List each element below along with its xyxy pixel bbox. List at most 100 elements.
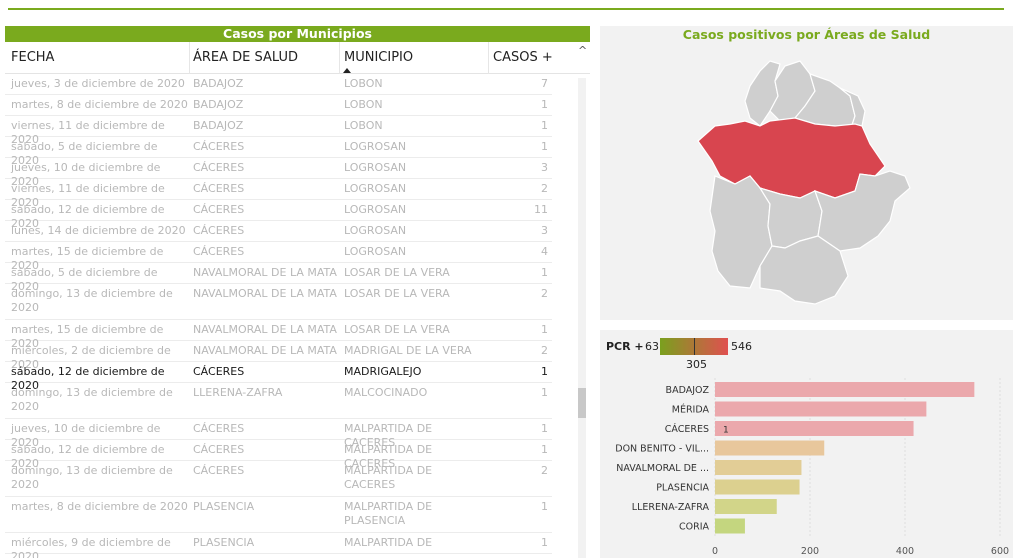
cell-area: BADAJOZ (193, 98, 244, 111)
cell-casos: 1 (541, 422, 548, 435)
table-row[interactable]: sábado, 12 de diciembre de 2020 CÁCERES MA… (5, 362, 552, 392)
x-tick-label: 0 (712, 546, 718, 557)
column-header-fecha[interactable]: FECHA (11, 50, 55, 65)
cell-fecha: martes, 15 de diciembre de 2020 (11, 323, 164, 350)
cell-casos: 3 (541, 224, 548, 237)
table-title: Casos por Municipios (5, 26, 590, 42)
table-row[interactable]: jueves, 10 de diciembre de 2020 CÁCERES LO… (5, 158, 552, 188)
legend-mid: 305 (686, 358, 707, 371)
cell-municipio: LOBON (344, 77, 383, 90)
cell-municipio: LOBON (344, 119, 383, 132)
cell-municipio: LOGROSAN (344, 140, 407, 153)
cell-fecha: miércoles, 2 de diciembre de 2020 (11, 344, 171, 371)
table-row[interactable]: lunes, 14 de diciembre de 2020 CÁCERES LOG… (5, 221, 552, 242)
column-header-casos[interactable]: CASOS + (493, 50, 553, 65)
cell-area: CÁCERES (193, 182, 245, 195)
table-row[interactable]: martes, 15 de diciembre de 2020 CÁCERES LO… (5, 242, 552, 272)
table-row[interactable]: jueves, 3 de diciembre de 2020 BADAJOZ LOB… (5, 74, 552, 95)
cell-casos: 3 (541, 161, 548, 174)
legend-marker (694, 338, 695, 355)
sort-ascending-icon (343, 68, 351, 73)
bar-category-label: MÉRIDA (672, 404, 710, 416)
table-row[interactable]: jueves, 10 de diciembre de 2020 CÁCERES MA… (5, 419, 552, 449)
column-separator[interactable] (488, 42, 489, 74)
cell-municipio: MALPARTIDA DE CACERES (344, 443, 433, 470)
cell-municipio: MALCOCINADO (344, 386, 428, 399)
cell-casos: 1 (541, 323, 548, 336)
cell-municipio: MADRIGAL DE LA VERA (344, 344, 472, 357)
cell-area: CÁCERES (193, 140, 245, 153)
column-header-area[interactable]: ÁREA DE SALUD (193, 50, 299, 65)
table-row[interactable]: domingo, 13 de diciembre de 2020 LLERENA-… (5, 383, 552, 419)
bar[interactable] (715, 518, 745, 534)
cell-fecha: jueves, 3 de diciembre de 2020 (11, 77, 185, 90)
bar[interactable] (715, 499, 777, 514)
cell-area: CÁCERES (193, 161, 245, 174)
table-row[interactable]: domingo, 13 de diciembre de 2020 CÁCERES M… (5, 461, 552, 497)
extremadura-map (697, 60, 911, 305)
map-region-llerena-zafra[interactable] (759, 235, 849, 305)
cell-fecha: sábado, 12 de diciembre de 2020 (11, 365, 165, 392)
table-row[interactable]: viernes, 11 de diciembre de 2020 CÁCERES L… (5, 179, 552, 209)
cell-casos: 1 (541, 386, 548, 399)
table-row[interactable]: sábado, 5 de diciembre de 2020 CÁCERES LOG… (5, 137, 552, 167)
legend-label: PCR + (606, 340, 644, 353)
bar-category-label: BADAJOZ (666, 385, 710, 396)
x-tick-label: 600 (991, 546, 1009, 557)
cell-municipio: MALPARTIDA DE CACERES (344, 422, 433, 449)
map-panel: Casos positivos por Áreas de Salud (600, 26, 1013, 320)
column-separator[interactable] (189, 42, 190, 74)
table-row[interactable]: sábado, 12 de diciembre de 2020 CÁCERES LO… (5, 200, 552, 230)
bar[interactable] (715, 401, 927, 417)
cell-fecha: jueves, 10 de diciembre de 2020 (11, 422, 161, 449)
cell-casos: 1 (541, 98, 548, 111)
cell-casos: 2 (541, 182, 548, 195)
x-tick-label: 200 (801, 546, 819, 557)
column-header-municipio[interactable]: MUNICIPIO (344, 50, 414, 65)
scroll-up-icon[interactable]: ^ (578, 44, 588, 57)
bar[interactable] (715, 421, 914, 436)
cell-casos: 1 (541, 536, 548, 549)
bar[interactable] (715, 479, 800, 495)
cell-casos: 2 (541, 464, 548, 477)
bar[interactable] (715, 440, 825, 456)
cell-municipio: LOGROSAN (344, 182, 407, 195)
table-body: jueves, 3 de diciembre de 2020 BADAJOZ LOB… (5, 74, 590, 558)
table-row[interactable]: domingo, 13 de diciembre de 2020 NAVALMOR… (5, 284, 552, 320)
map-title: Casos positivos por Áreas de Salud (682, 27, 931, 42)
table-row[interactable]: martes, 8 de diciembre de 2020 BADAJOZ LOB… (5, 95, 552, 116)
cell-casos: 1 (541, 266, 548, 279)
table-row[interactable]: viernes, 11 de diciembre de 2020 BADAJOZ L… (5, 116, 552, 146)
cell-municipio: MALPARTIDA DE CACERES (344, 464, 433, 491)
table-row[interactable]: sábado, 5 de diciembre de 2020 NAVALMORAL… (5, 263, 552, 293)
table-row[interactable]: miércoles, 9 de diciembre de 2020 PLASENC… (5, 533, 552, 558)
cell-fecha: lunes, 14 de diciembre de 2020 (11, 224, 186, 237)
cell-fecha: sábado, 12 de diciembre de 2020 (11, 203, 165, 230)
bar-category-label: LLERENA-ZAFRA (632, 502, 710, 513)
table-row[interactable]: martes, 8 de diciembre de 2020 PLASENCIA M… (5, 497, 552, 533)
cell-fecha: domingo, 13 de diciembre de 2020 (11, 287, 173, 314)
cell-area: BADAJOZ (193, 119, 244, 132)
cell-municipio: MALPARTIDA DE PLASENCIA (344, 500, 433, 527)
cell-area: CÁCERES (193, 245, 245, 258)
cell-casos: 1 (541, 500, 548, 513)
cell-municipio: LOBON (344, 98, 383, 111)
column-separator[interactable] (339, 42, 340, 74)
bar[interactable] (715, 382, 975, 397)
cell-area: CÁCERES (193, 443, 245, 456)
cell-fecha: viernes, 11 de diciembre de 2020 (11, 182, 165, 209)
table-row[interactable]: miércoles, 2 de diciembre de 2020 NAVALMO… (5, 341, 552, 371)
table-row[interactable]: martes, 15 de diciembre de 2020 NAVALMORA… (5, 320, 552, 350)
bar[interactable] (715, 460, 802, 475)
cell-municipio: MALPARTIDA DE (344, 536, 433, 549)
cell-municipio: MADRIGALEJO (344, 365, 422, 378)
vertical-scrollbar[interactable] (578, 78, 586, 558)
cell-municipio: LOGROSAN (344, 203, 407, 216)
scrollbar-thumb[interactable] (578, 388, 586, 418)
cell-casos: 11 (534, 203, 548, 216)
table-row[interactable]: sábado, 12 de diciembre de 2020 CÁCERES MA… (5, 440, 552, 470)
table-header: FECHA ÁREA DE SALUD MUNICIPIO CASOS + ^ (5, 42, 590, 74)
cell-area: CÁCERES (193, 422, 245, 435)
cell-area: PLASENCIA (193, 536, 255, 549)
cell-casos: 4 (541, 245, 548, 258)
